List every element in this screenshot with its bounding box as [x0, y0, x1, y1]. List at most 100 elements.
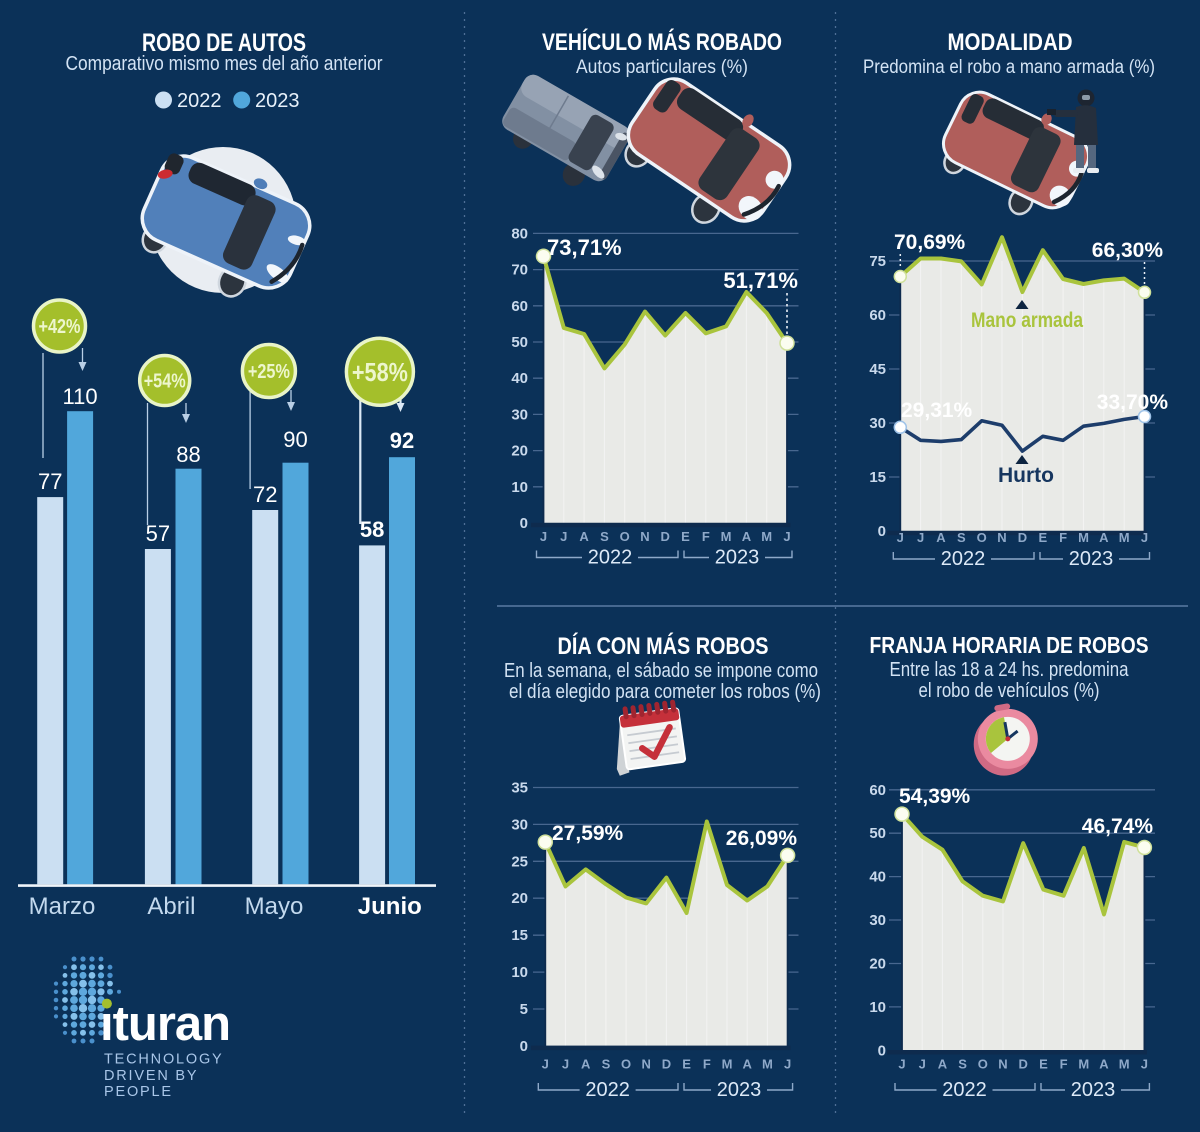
svg-text:20: 20 [869, 956, 886, 973]
svg-text:10: 10 [511, 964, 528, 981]
svg-text:2022: 2022 [585, 1079, 630, 1101]
svg-text:40: 40 [869, 869, 886, 886]
svg-text:J: J [919, 1057, 926, 1072]
svg-text:Mayo: Mayo [245, 893, 304, 920]
svg-text:+42%: +42% [39, 316, 81, 338]
svg-text:J: J [897, 530, 904, 545]
svg-text:2023: 2023 [717, 1079, 762, 1101]
svg-text:F: F [1060, 1057, 1068, 1072]
svg-text:E: E [1039, 1057, 1048, 1072]
svg-text:30: 30 [869, 912, 886, 929]
svg-text:10: 10 [869, 999, 886, 1016]
svg-text:el día elegido para cometer lo: el día elegido para cometer los robos (%… [509, 681, 821, 703]
svg-text:0: 0 [878, 1042, 886, 1059]
svg-text:O: O [621, 1057, 631, 1072]
svg-text:PEOPLE: PEOPLE [104, 1084, 173, 1100]
svg-text:60: 60 [869, 782, 886, 799]
svg-text:F: F [702, 529, 710, 544]
svg-text:0: 0 [520, 515, 528, 532]
svg-text:M: M [721, 529, 732, 544]
svg-text:S: S [958, 1057, 967, 1072]
svg-text:92: 92 [390, 428, 414, 453]
svg-text:2023: 2023 [1069, 548, 1114, 570]
svg-text:+58%: +58% [352, 357, 408, 387]
svg-text:30: 30 [511, 816, 528, 833]
svg-text:Junio: Junio [358, 893, 422, 920]
svg-text:TECHNOLOGY: TECHNOLOGY [104, 1052, 224, 1068]
svg-text:J: J [1141, 530, 1148, 545]
svg-text:A: A [743, 1057, 753, 1072]
svg-text:M: M [761, 529, 772, 544]
svg-text:57: 57 [146, 521, 170, 546]
svg-text:J: J [562, 1057, 569, 1072]
svg-text:45: 45 [869, 361, 886, 378]
svg-text:A: A [1099, 1057, 1109, 1072]
svg-text:27,59%: 27,59% [552, 822, 624, 845]
svg-text:Entre las 18 a 24 hs. predomin: Entre las 18 a 24 hs. predomina [890, 659, 1130, 681]
svg-text:60: 60 [869, 307, 886, 324]
svg-text:J: J [917, 530, 924, 545]
svg-text:A: A [938, 1057, 948, 1072]
svg-text:E: E [1038, 530, 1047, 545]
svg-text:2023: 2023 [715, 547, 760, 569]
svg-text:F: F [1059, 530, 1067, 545]
svg-text:D: D [661, 529, 670, 544]
svg-text:35: 35 [511, 780, 528, 797]
svg-text:A: A [579, 529, 589, 544]
svg-text:J: J [784, 1057, 791, 1072]
svg-text:D: D [662, 1057, 671, 1072]
svg-text:25: 25 [511, 853, 528, 870]
svg-text:J: J [1141, 1057, 1148, 1072]
svg-text:MODALIDAD: MODALIDAD [948, 29, 1073, 56]
svg-text:VEHÍCULO MÁS ROBADO: VEHÍCULO MÁS ROBADO [542, 28, 782, 56]
svg-text:80: 80 [511, 225, 528, 242]
svg-text:FRANJA HORARIA DE ROBOS: FRANJA HORARIA DE ROBOS [870, 632, 1149, 658]
svg-text:S: S [600, 529, 609, 544]
svg-text:N: N [642, 1057, 651, 1072]
svg-text:Abril: Abril [147, 893, 195, 920]
svg-text:S: S [957, 530, 966, 545]
svg-text:M: M [1078, 530, 1089, 545]
svg-text:66,30%: 66,30% [1092, 239, 1164, 262]
svg-text:10: 10 [511, 479, 528, 496]
svg-text:46,74%: 46,74% [1082, 815, 1154, 838]
svg-text:40: 40 [511, 370, 528, 387]
svg-text:DRIVEN BY: DRIVEN BY [104, 1068, 198, 1084]
svg-text:el robo de vehículos (%): el robo de vehículos (%) [919, 680, 1100, 702]
svg-text:A: A [1099, 530, 1109, 545]
svg-text:29,31%: 29,31% [901, 399, 973, 422]
svg-text:E: E [682, 1057, 691, 1072]
svg-text:En la semana, el sábado se imp: En la semana, el sábado se impone como [504, 660, 818, 682]
svg-text:2023: 2023 [1071, 1079, 1116, 1101]
svg-text:50: 50 [869, 825, 886, 842]
svg-text:A: A [742, 529, 752, 544]
svg-text:M: M [762, 1057, 773, 1072]
svg-text:26,09%: 26,09% [726, 827, 798, 850]
svg-text:O: O [620, 529, 630, 544]
svg-text:70: 70 [511, 262, 528, 279]
svg-text:O: O [978, 1057, 988, 1072]
svg-text:ıturan: ıturan [100, 997, 230, 1051]
svg-text:51,71%: 51,71% [723, 268, 798, 293]
svg-text:72: 72 [253, 482, 277, 507]
svg-text:2022: 2022 [941, 548, 986, 570]
svg-text:54,39%: 54,39% [899, 785, 971, 808]
svg-text:110: 110 [63, 384, 98, 409]
svg-text:DÍA CON MÁS ROBOS: DÍA CON MÁS ROBOS [558, 632, 769, 660]
svg-text:A: A [936, 530, 946, 545]
svg-text:33,70%: 33,70% [1097, 391, 1169, 414]
svg-text:Comparativo mismo mes del año: Comparativo mismo mes del año anterior [66, 53, 383, 75]
svg-text:2022: 2022 [177, 90, 222, 112]
svg-text:D: D [1019, 1057, 1028, 1072]
svg-text:N: N [998, 1057, 1007, 1072]
svg-text:J: J [560, 529, 567, 544]
svg-text:A: A [581, 1057, 591, 1072]
svg-text:30: 30 [511, 406, 528, 423]
svg-text:20: 20 [511, 443, 528, 460]
svg-text:M: M [722, 1057, 733, 1072]
svg-text:90: 90 [283, 427, 307, 452]
svg-text:Autos particulares (%): Autos particulares (%) [576, 57, 748, 78]
svg-text:77: 77 [38, 469, 62, 494]
svg-text:2022: 2022 [588, 547, 633, 569]
svg-text:Hurto: Hurto [998, 464, 1054, 487]
